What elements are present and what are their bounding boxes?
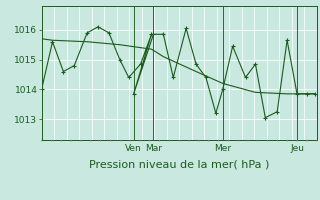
Text: Mar: Mar bbox=[145, 144, 162, 153]
Text: Ven: Ven bbox=[125, 144, 142, 153]
Text: Mer: Mer bbox=[214, 144, 231, 153]
X-axis label: Pression niveau de la mer( hPa ): Pression niveau de la mer( hPa ) bbox=[89, 159, 269, 169]
Text: Jeu: Jeu bbox=[290, 144, 304, 153]
